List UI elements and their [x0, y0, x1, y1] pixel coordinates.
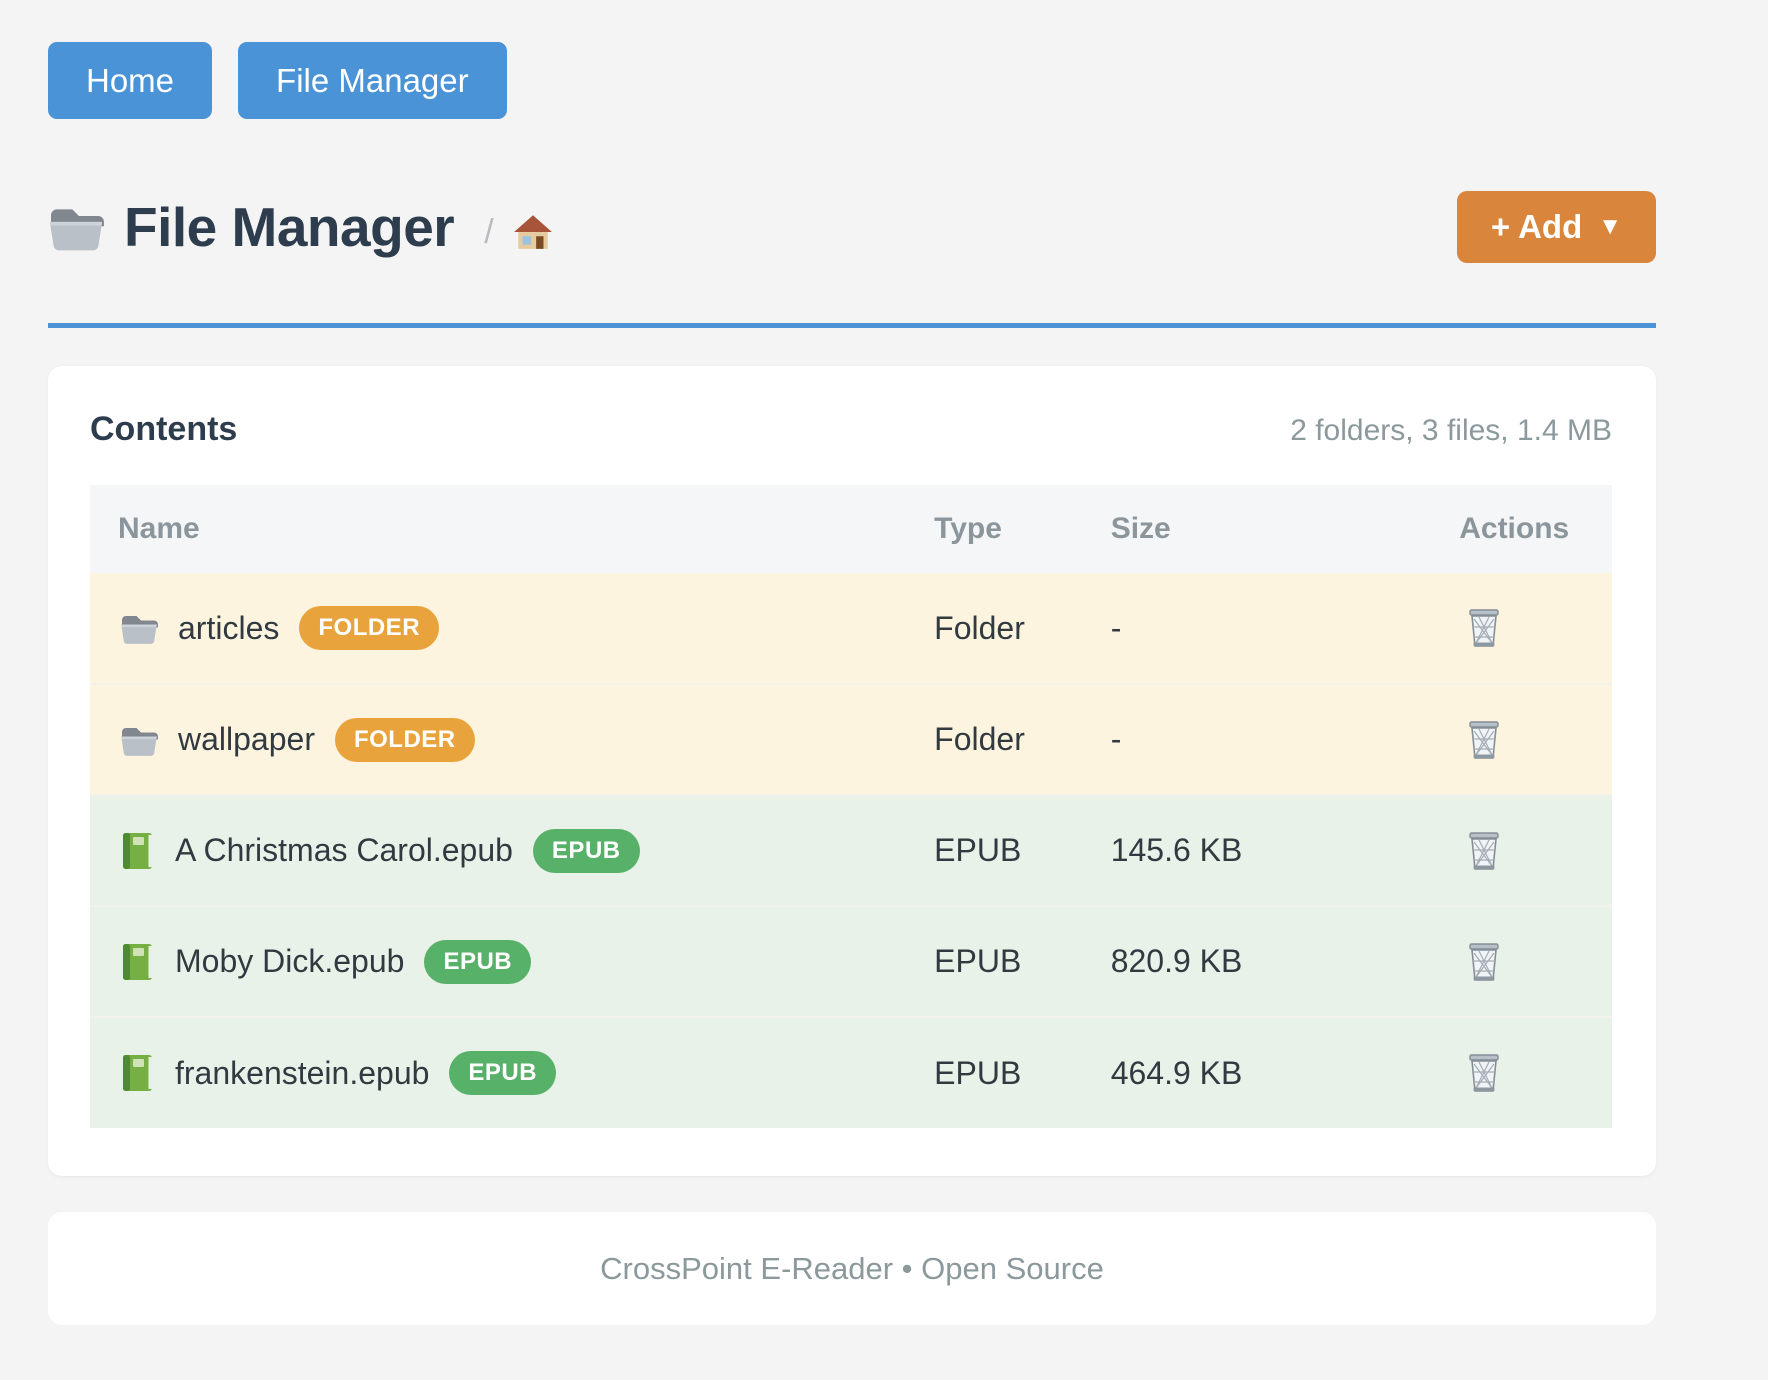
add-button-label: + Add: [1491, 208, 1582, 246]
footer-text: CrossPoint E-Reader • Open Source: [600, 1251, 1104, 1287]
book-icon: [120, 1053, 155, 1093]
entry-name[interactable]: Moby Dick.epub: [175, 943, 404, 980]
column-header-actions: Actions: [1455, 485, 1612, 573]
file-table: Name Type Size Actions articles FOLDER F…: [90, 485, 1612, 1128]
entry-size: 145.6 KB: [1107, 795, 1456, 906]
table-row[interactable]: articles FOLDER Folder -: [90, 573, 1612, 684]
nav-file-manager-button[interactable]: File Manager: [238, 42, 507, 119]
trash-icon: [1465, 607, 1503, 649]
epub-badge: EPUB: [424, 940, 531, 984]
folder-icon: [120, 611, 158, 645]
trash-icon: [1465, 719, 1503, 761]
file-table-header: Name Type Size Actions: [90, 485, 1612, 573]
table-row[interactable]: wallpaper FOLDER Folder -: [90, 684, 1612, 795]
delete-button[interactable]: [1459, 607, 1503, 649]
entry-size: 820.9 KB: [1107, 906, 1456, 1017]
entry-type: Folder: [930, 684, 1107, 795]
trash-icon: [1465, 1052, 1503, 1094]
folder-badge: FOLDER: [299, 606, 439, 650]
table-row[interactable]: frankenstein.epub EPUB EPUB 464.9 KB: [90, 1017, 1612, 1128]
book-icon: [120, 942, 155, 982]
book-icon: [120, 831, 155, 871]
contents-summary: 2 folders, 3 files, 1.4 MB: [1290, 414, 1612, 448]
entry-type: EPUB: [930, 795, 1107, 906]
delete-button[interactable]: [1459, 1052, 1503, 1094]
chevron-down-icon: ▼: [1598, 215, 1622, 239]
header-divider: [48, 323, 1656, 328]
entry-type: EPUB: [930, 906, 1107, 1017]
folder-icon: [48, 202, 104, 252]
page-container: Home File Manager File Manager / + Add ▼…: [48, 0, 1656, 1176]
trash-icon: [1465, 830, 1503, 872]
entry-type: EPUB: [930, 1017, 1107, 1128]
entry-name[interactable]: A Christmas Carol.epub: [175, 832, 513, 869]
epub-badge: EPUB: [449, 1051, 556, 1095]
delete-button[interactable]: [1459, 719, 1503, 761]
entry-name[interactable]: wallpaper: [178, 721, 315, 758]
breadcrumb-separator: /: [484, 213, 493, 252]
entry-size: -: [1107, 684, 1456, 795]
table-row[interactable]: A Christmas Carol.epub EPUB EPUB 145.6 K…: [90, 795, 1612, 906]
entry-name[interactable]: articles: [178, 610, 279, 647]
entry-name[interactable]: frankenstein.epub: [175, 1055, 429, 1092]
table-row[interactable]: Moby Dick.epub EPUB EPUB 820.9 KB: [90, 906, 1612, 1017]
entry-size: -: [1107, 573, 1456, 684]
trash-icon: [1465, 941, 1503, 983]
top-nav: Home File Manager: [48, 0, 1656, 119]
column-header-name: Name: [90, 485, 930, 573]
page-header: File Manager / + Add ▼: [48, 191, 1656, 263]
delete-button[interactable]: [1459, 830, 1503, 872]
folder-badge: FOLDER: [335, 718, 475, 762]
footer-card: CrossPoint E-Reader • Open Source: [48, 1212, 1656, 1325]
delete-button[interactable]: [1459, 941, 1503, 983]
column-header-size: Size: [1107, 485, 1456, 573]
nav-home-button[interactable]: Home: [48, 42, 212, 119]
folder-icon: [120, 723, 158, 757]
contents-card: Contents 2 folders, 3 files, 1.4 MB Name…: [48, 366, 1656, 1176]
column-header-type: Type: [930, 485, 1107, 573]
page-title-group: File Manager /: [48, 195, 554, 259]
page-title: File Manager: [124, 195, 454, 259]
entry-type: Folder: [930, 573, 1107, 684]
home-icon[interactable]: [512, 212, 554, 250]
add-button[interactable]: + Add ▼: [1457, 191, 1656, 263]
entry-size: 464.9 KB: [1107, 1017, 1456, 1128]
epub-badge: EPUB: [533, 829, 640, 873]
contents-title: Contents: [90, 410, 237, 449]
contents-card-header: Contents 2 folders, 3 files, 1.4 MB: [90, 410, 1612, 449]
